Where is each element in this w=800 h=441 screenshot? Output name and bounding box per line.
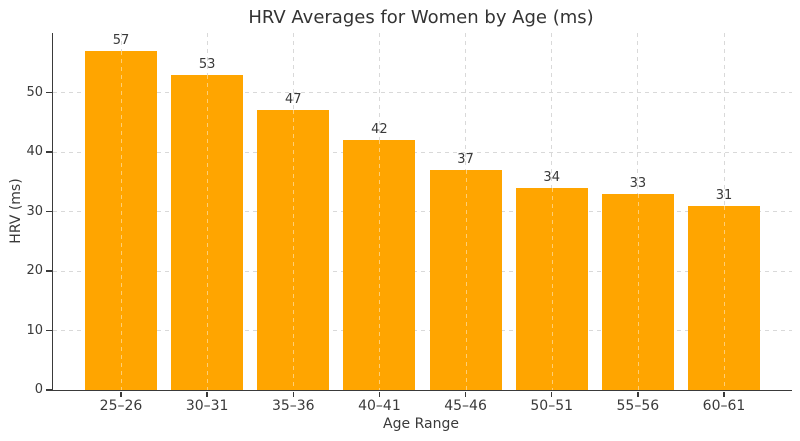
bar [601,193,674,390]
bar-gridline-overlay [637,193,639,390]
bar-value-label: 42 [371,122,388,138]
y-tick-mark [46,151,52,153]
bar-value-label: 53 [198,56,216,72]
x-tick-label: 55–56 [616,398,660,414]
bar-value-label: 37 [457,151,474,167]
y-tick-label: 0 [34,382,43,397]
bar-value-label: 47 [285,92,302,108]
x-tick-label: 35–36 [271,398,315,414]
bar [688,205,760,390]
x-tick-mark [464,391,467,397]
y-gridline [53,211,792,212]
bar-value-label: 57 [112,32,130,48]
bar [85,50,157,390]
y-gridline [53,330,792,331]
x-tick-label: 40–41 [358,398,401,414]
bar [257,110,330,390]
x-tick-label: 50–51 [530,398,574,414]
bar-gridline-overlay [293,110,295,390]
bar-gridline-overlay [379,140,381,390]
y-gridline [53,92,792,93]
y-tick-label: 20 [26,263,43,278]
bar-gridline-overlay [551,187,553,390]
bar [343,140,416,390]
x-tick-label: 45–46 [444,398,487,414]
y-tick-label: 40 [26,144,43,159]
x-axis-label: Age Range [383,416,459,432]
x-tick-mark [550,391,553,397]
y-tick-mark [46,389,52,391]
bar-gridline-overlay [724,205,725,390]
y-tick-label: 50 [26,84,43,100]
bar-value-label: 34 [543,169,560,185]
x-tick-mark [206,391,208,397]
y-tick-label: 10 [26,322,43,338]
x-tick-mark [637,391,639,397]
x-tick-mark [292,391,295,397]
bar [515,187,588,390]
chart-title: HRV Averages for Women by Age (ms) [248,7,594,28]
x-tick-label: 25–26 [99,398,143,414]
x-tick-label: 60–61 [702,398,746,414]
y-tick-mark [46,210,52,213]
bar-value-label: 31 [715,187,733,203]
y-tick-label: 30 [26,203,43,219]
bar-value-label: 33 [629,175,647,191]
y-tick-mark [46,270,52,272]
y-gridline [53,270,792,272]
bar-gridline-overlay [121,50,122,390]
y-gridline [53,151,792,153]
y-tick-mark [46,91,52,94]
bar [429,169,502,390]
y-tick-mark [46,329,52,332]
x-tick-label: 30–31 [185,398,229,414]
x-tick-mark [378,391,381,397]
bar-gridline-overlay [465,169,467,390]
plot-area: 0 10 20 30 40 50 57 25–26 53 30–31 47 35–36 42 40–41 3… [26,32,792,414]
x-tick-mark [723,391,725,397]
bar-gridline-overlay [207,74,209,390]
bar [171,74,244,390]
x-tick-mark [120,391,122,397]
